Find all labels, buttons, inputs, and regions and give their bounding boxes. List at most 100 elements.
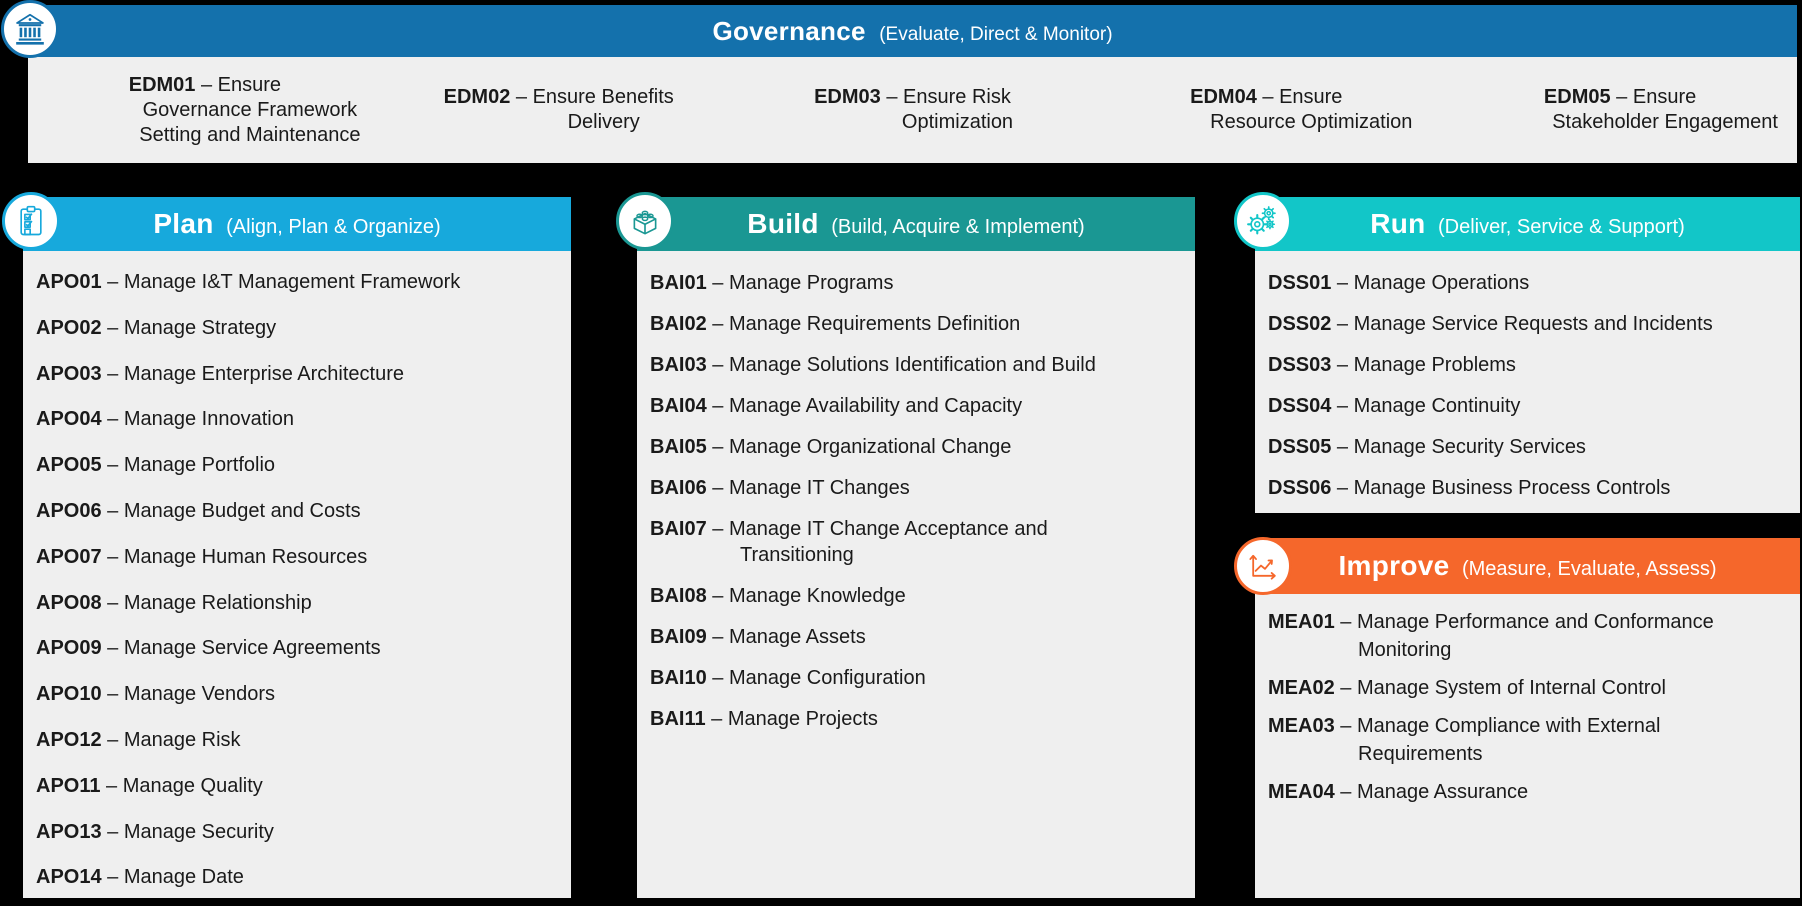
run-header-text: Run (Deliver, Service & Support) (1370, 208, 1685, 240)
dss-process-list: DSS01 – Manage Operations DSS02 – Manage … (1255, 251, 1800, 513)
process-code: BAI06 (650, 476, 707, 499)
clipboard-icon (13, 203, 49, 239)
mea-process-list: MEA01 – Manage Performance and Conforman… (1255, 594, 1800, 898)
process-item: APO04 – Manage Innovation (23, 397, 571, 443)
process-code: APO09 (36, 637, 102, 660)
build-column: Build (Build, Acquire & Implement) BAI01… (616, 192, 1195, 898)
process-item: DSS04 – Manage Continuity (1255, 385, 1800, 426)
process-item: DSS06 – Manage Business Process Controls (1255, 467, 1800, 508)
edm-process-list: EDM01 – Ensure Governance Framework Sett… (28, 57, 1797, 163)
process-text: MEA02 – Manage System of Internal Contro… (1268, 674, 1790, 702)
process-item: APO07 – Manage Human Resources (23, 535, 571, 581)
plan-header: Plan (Align, Plan & Organize) (23, 197, 571, 251)
run-title: Run (1370, 208, 1426, 239)
improve-column: Improve (Measure, Evaluate, Assess) MEA0… (1234, 537, 1800, 898)
improve-header-text: Improve (Measure, Evaluate, Assess) (1338, 550, 1716, 582)
process-item: DSS05 – Manage Security Services (1255, 426, 1800, 467)
process-code: MEA04 (1268, 781, 1335, 803)
process-item: BAI01 – Manage Programs (637, 262, 1195, 303)
process-text: APO13 – Manage Security (36, 810, 561, 856)
build-badge (616, 192, 674, 250)
process-code: APO05 (36, 454, 102, 477)
process-code: APO13 (36, 820, 102, 843)
process-item: EDM05 – Ensure Stakeholder Engagement (1443, 57, 1797, 163)
plan-header-text: Plan (Align, Plan & Organize) (153, 208, 440, 240)
process-name: – Manage Requirements Definition (706, 312, 1021, 335)
process-name: – Manage Innovation (101, 408, 294, 431)
process-text: BAI10 – Manage Configuration (650, 665, 1185, 691)
process-name: – Ensure Risk Optimization (886, 86, 1014, 133)
process-item: BAI08 – Manage Knowledge (637, 575, 1195, 616)
process-code: APO08 (36, 591, 102, 614)
process-item: APO08 – Manage Relationship (23, 581, 571, 627)
process-code: APO11 (36, 774, 101, 797)
process-name: – Manage Portfolio (101, 454, 276, 477)
process-text: MEA04 – Manage Assurance (1268, 778, 1790, 806)
build-subtitle: (Build, Acquire & Implement) (831, 216, 1085, 238)
process-item: BAI11 – Manage Projects (637, 698, 1195, 739)
process-item: MEA04 – Manage Assurance (1255, 773, 1800, 811)
process-name: – Manage Assurance (1334, 781, 1529, 803)
process-name: – Ensure Governance Framework Setting an… (139, 73, 361, 146)
process-name: – Manage Knowledge (706, 584, 906, 607)
process-item: EDM01 – Ensure Governance Framework Sett… (28, 57, 382, 163)
process-code: EDM05 (1543, 86, 1611, 108)
process-text: APO14 – Manage Date (36, 855, 561, 901)
plan-badge (2, 192, 60, 250)
process-item: BAI06 – Manage IT Changes (637, 467, 1195, 508)
process-code: APO03 (36, 362, 102, 385)
process-item: BAI10 – Manage Configuration (637, 657, 1195, 698)
process-code: DSS03 (1268, 353, 1332, 376)
process-code: MEA03 (1268, 715, 1335, 737)
process-code: DSS06 (1268, 476, 1332, 499)
process-code: APO10 (36, 683, 102, 706)
run-column: Run (Deliver, Service & Support) DSS01 –… (1234, 192, 1800, 513)
run-subtitle: (Deliver, Service & Support) (1438, 216, 1685, 238)
process-name: – Manage I&T Management Framework (101, 271, 461, 293)
run-header: Run (Deliver, Service & Support) (1255, 197, 1800, 251)
process-code: EDM01 (128, 73, 196, 96)
process-text: APO05 – Manage Portfolio (36, 443, 561, 489)
process-name: – Manage Date (101, 866, 244, 889)
process-code: MEA02 (1268, 677, 1335, 699)
process-item: BAI03 – Manage Solutions Identification … (637, 344, 1195, 385)
process-text: MEA01 – Manage Performance and Conforman… (1268, 608, 1790, 664)
build-title: Build (747, 208, 819, 239)
process-name: – Manage Budget and Costs (101, 499, 361, 522)
process-text: EDM05 – Ensure Stakeholder Engagement (1462, 85, 1778, 135)
build-header: Build (Build, Acquire & Implement) (637, 197, 1195, 251)
plan-title: Plan (153, 208, 214, 239)
process-code: BAI07 (650, 517, 707, 540)
process-item: APO06 – Manage Budget and Costs (23, 489, 571, 535)
process-name: – Manage Security (101, 820, 274, 843)
process-text: BAI04 – Manage Availability and Capacity (650, 393, 1185, 419)
process-code: APO02 (36, 316, 102, 339)
apo-process-list: APO01 – Manage I&T Management Framework A… (23, 251, 571, 898)
improve-title: Improve (1338, 550, 1450, 581)
process-item: MEA02 – Manage System of Internal Contro… (1255, 669, 1800, 707)
process-code: DSS02 (1268, 312, 1332, 335)
process-name: – Manage Quality (100, 774, 263, 797)
process-text: BAI03 – Manage Solutions Identification … (650, 352, 1185, 378)
process-text: BAI09 – Manage Assets (650, 624, 1185, 650)
process-text: EDM03 – Ensure Risk Optimization (812, 85, 1013, 135)
process-text: APO07 – Manage Human Resources (36, 535, 561, 581)
process-code: BAI10 (650, 666, 707, 689)
process-code: DSS01 (1268, 271, 1332, 294)
process-text: APO11 – Manage Quality (36, 764, 561, 810)
process-text: APO09 – Manage Service Agreements (36, 626, 561, 672)
process-code: BAI02 (650, 312, 707, 335)
governance-title: Governance (712, 15, 866, 46)
process-code: APO06 (36, 499, 102, 522)
process-name: – Ensure Resource Optimization (1210, 86, 1413, 133)
process-text: DSS02 – Manage Service Requests and Inci… (1268, 311, 1790, 337)
process-text: APO01 – Manage I&T Management Framework (36, 260, 561, 306)
process-item: EDM03 – Ensure Risk Optimization (736, 57, 1090, 163)
process-item: APO01 – Manage I&T Management Framework (23, 260, 571, 306)
improve-header: Improve (Measure, Evaluate, Assess) (1255, 538, 1800, 594)
process-name: – Manage Business Process Controls (1331, 476, 1671, 499)
process-name: – Manage Configuration (706, 666, 926, 689)
process-text: APO02 – Manage Strategy (36, 306, 561, 352)
process-item: APO14 – Manage Date (23, 855, 571, 901)
process-text: MEA03 – Manage Compliance with External … (1268, 712, 1790, 768)
